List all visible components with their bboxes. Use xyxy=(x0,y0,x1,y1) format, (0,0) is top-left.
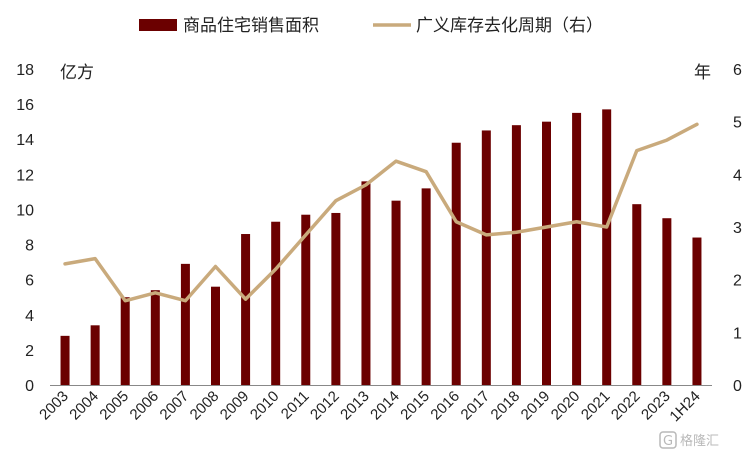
x-tick-label: 2005 xyxy=(96,388,132,424)
right-tick-label: 1 xyxy=(733,325,742,342)
right-axis-unit: 年 xyxy=(694,63,711,83)
bar-2017 xyxy=(481,130,491,385)
left-tick-label: 18 xyxy=(16,62,34,79)
x-tick-label: 2023 xyxy=(638,388,674,424)
bar-2013 xyxy=(361,181,371,385)
bar-2006 xyxy=(150,290,160,385)
x-tick-label: 2022 xyxy=(608,388,644,424)
x-tick-label: 2020 xyxy=(548,388,584,424)
x-tick-label: 2009 xyxy=(217,388,253,424)
bar-2014 xyxy=(391,200,401,385)
x-tick-label: 2006 xyxy=(127,388,163,424)
x-tick-label: 2012 xyxy=(307,388,343,424)
x-tick-label: 2017 xyxy=(458,388,494,424)
x-tick-label: 2019 xyxy=(518,388,554,424)
left-tick-label: 10 xyxy=(16,202,34,219)
left-tick-label: 0 xyxy=(25,378,34,395)
watermark-logo-icon: G xyxy=(663,434,673,449)
x-tick-label: 1H24 xyxy=(666,388,703,425)
bar-2023 xyxy=(662,218,672,385)
bar-2003 xyxy=(60,335,70,385)
x-tick-label: 2018 xyxy=(488,388,524,424)
x-tick-label: 2003 xyxy=(36,388,72,424)
left-tick-label: 6 xyxy=(25,273,34,290)
watermark: G 格隆汇 xyxy=(659,431,719,449)
left-tick-label: 4 xyxy=(25,308,34,325)
legend: 商品住宅销售面积 广义库存去化周期（右） xyxy=(139,16,603,36)
x-tick-label: 2016 xyxy=(427,388,463,424)
right-tick-label: 0 xyxy=(733,378,742,395)
watermark-text: 格隆汇 xyxy=(680,433,719,449)
right-tick-label: 2 xyxy=(733,273,742,290)
right-tick-label: 3 xyxy=(733,220,742,237)
x-ticks: 2003200420052006200720082009201020112012… xyxy=(36,388,704,425)
bar-2018 xyxy=(511,125,521,385)
legend-bar-label: 商品住宅销售面积 xyxy=(183,16,319,36)
legend-bar-swatch xyxy=(139,19,177,31)
x-tick-label: 2008 xyxy=(187,388,223,424)
bar-1H24 xyxy=(692,237,702,385)
bar-2019 xyxy=(542,121,551,386)
left-tick-label: 16 xyxy=(16,97,34,114)
bar-2015 xyxy=(421,188,431,385)
bar-2012 xyxy=(331,212,341,385)
inventory-cycle-line xyxy=(63,122,699,303)
bar-2005 xyxy=(120,297,130,385)
bar-2021 xyxy=(602,109,612,385)
left-tick-label: 14 xyxy=(16,132,34,149)
bar-series xyxy=(60,109,702,386)
bar-2010 xyxy=(271,221,281,385)
x-tick-label: 2004 xyxy=(66,388,102,424)
right-tick-label: 6 xyxy=(733,62,742,79)
right-tick-label: 5 xyxy=(733,115,742,132)
left-tick-label: 12 xyxy=(16,167,34,184)
x-tick-label: 2011 xyxy=(278,388,313,423)
left-axis-unit: 亿方 xyxy=(60,63,94,83)
bar-2007 xyxy=(180,263,190,385)
bar-2016 xyxy=(451,142,461,385)
left-tick-label: 8 xyxy=(25,238,34,255)
bar-2009 xyxy=(241,234,251,385)
bar-2020 xyxy=(572,112,582,385)
left-y-ticks: 0 2 4 6 8 10 12 14 16 18 xyxy=(16,62,34,395)
bar-2008 xyxy=(211,286,220,385)
x-tick-label: 2015 xyxy=(397,388,433,424)
bar-2011 xyxy=(301,214,311,385)
right-tick-label: 4 xyxy=(733,167,742,184)
legend-line-label: 广义库存去化周期（右） xyxy=(416,16,603,36)
bar-2004 xyxy=(90,325,100,385)
left-tick-label: 2 xyxy=(25,343,34,360)
x-tick-label: 2010 xyxy=(247,388,283,424)
line-series xyxy=(63,122,699,303)
x-tick-label: 2021 xyxy=(578,388,614,424)
x-tick-label: 2013 xyxy=(337,388,373,424)
x-tick-label: 2014 xyxy=(367,388,403,424)
right-y-ticks: 0 1 2 3 4 5 6 xyxy=(733,62,742,395)
bar-2022 xyxy=(632,204,642,385)
x-tick-label: 2007 xyxy=(157,388,193,424)
